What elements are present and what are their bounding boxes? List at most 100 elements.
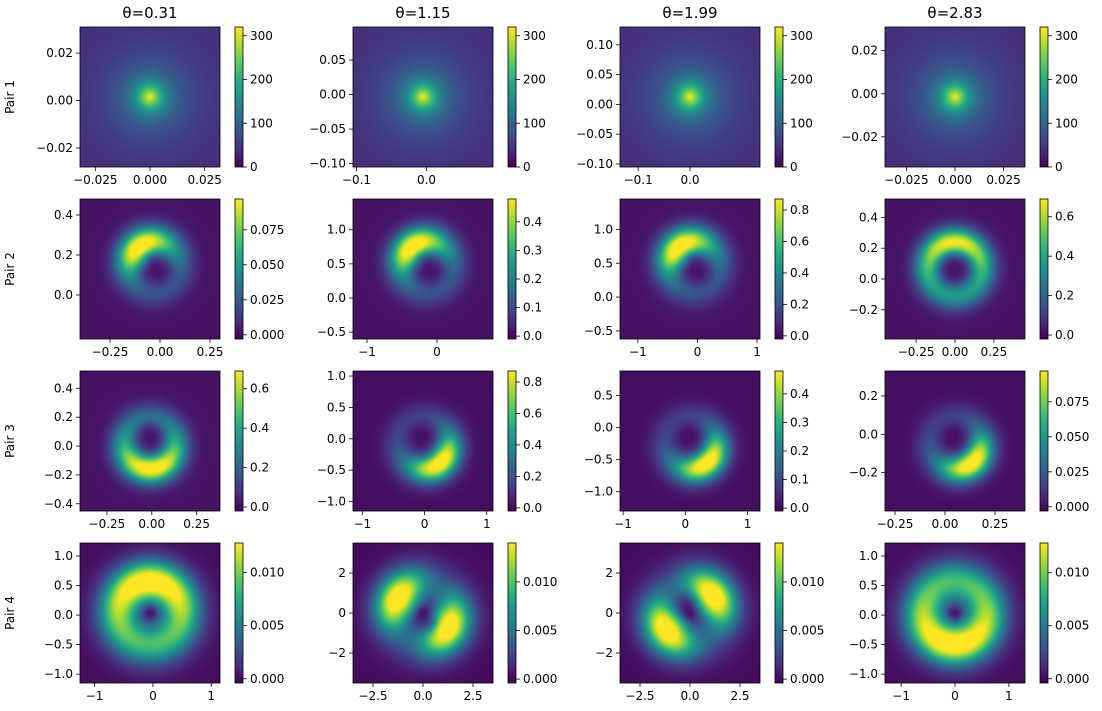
column-title: θ=1.99 [662,4,717,22]
axes-frame [79,370,221,512]
x-tick-label: −0.1 [342,173,371,187]
colorbar-tick-label: 0 [790,160,798,174]
y-tick-label: 0.5 [594,256,613,270]
x-tick-label: −0.025 [884,173,928,187]
heatmap-image [80,27,220,167]
colorbar-tick-label: 100 [790,116,813,130]
column-title: θ=1.15 [395,4,450,22]
x-tick-label: 0.0 [680,173,699,187]
y-tick-label: 0.0 [327,291,346,305]
y-tick-label: 2 [605,566,613,580]
colorbar-tick-label: 0.050 [250,258,284,272]
colorbar-tick-label: 0.8 [790,203,809,217]
x-tick-label: 0.25 [981,345,1008,359]
y-tick-label: 0.0 [594,290,613,304]
heatmap-panel: −1 0 1 −1.0 −0.5 0.0 0.5 1.0 0.000 0.005 0.010 [44,542,284,703]
x-tick-label: −1 [353,517,371,531]
y-tick-label: 0.0 [859,272,878,286]
y-tick-label: 0.05 [586,68,613,82]
colorbar-tick-label: 0.3 [790,415,809,429]
y-tick-label: 0.00 [319,88,346,102]
x-tick-label: 0.00 [942,345,969,359]
y-tick-label: −0.5 [317,325,346,339]
x-tick-label: −1 [358,345,376,359]
y-tick-label: 0.0 [594,421,613,435]
colorbar-tick-label: 200 [250,73,273,87]
colorbar [234,542,244,684]
x-tick-label: 0.0 [413,689,432,703]
x-tick-label: 0.00 [147,345,174,359]
axes-frame [352,26,494,168]
colorbar [1039,542,1049,684]
y-tick-label: −0.2 [44,468,73,482]
y-tick-label: −0.02 [841,130,878,144]
y-tick-label: 0 [338,606,346,620]
colorbar [774,26,784,168]
y-tick-label: −1.0 [849,667,878,681]
x-tick-label: 1 [1005,689,1013,703]
y-tick-label: 0.5 [594,388,613,402]
x-tick-label: 0.0 [417,173,436,187]
colorbar-tick-label: 0.000 [1055,500,1089,514]
colorbar-tick-label: 0.025 [250,293,284,307]
x-tick-label: 0 [694,345,702,359]
colorbar-tick-label: 0.0 [790,329,809,343]
x-tick-label: −0.25 [877,517,914,531]
x-tick-label: 0.25 [197,345,224,359]
x-tick-label: 0.000 [938,173,972,187]
colorbar [507,198,517,340]
colorbar-tick-label: 0.0 [1055,328,1074,342]
colorbar-tick-label: 0.4 [790,266,809,280]
y-tick-label: −1.0 [44,667,73,681]
y-tick-label: 0.2 [859,241,878,255]
heatmap-panel: −1 0 −0.5 0.0 0.5 1.0 0.0 0.1 0.2 0.3 0.4 [317,198,542,359]
y-tick-label: 0.5 [859,579,878,593]
y-tick-label: 0.00 [46,94,73,108]
colorbar [774,370,784,512]
y-tick-label: 1.0 [594,222,613,236]
x-tick-label: 1 [207,689,215,703]
x-tick-label: −1 [892,689,910,703]
x-tick-label: 0 [433,345,441,359]
y-tick-label: −0.2 [849,303,878,317]
colorbar-tick-label: 0.010 [1055,566,1089,580]
y-tick-label: −1.0 [584,485,613,499]
colorbar [234,26,244,168]
column-title: θ=0.31 [122,4,177,22]
y-tick-label: −2 [328,646,346,660]
colorbar-tick-label: 0.000 [1055,672,1089,686]
y-tick-label: 0.4 [54,381,73,395]
heatmap-image [353,27,493,167]
y-tick-label: 0.02 [851,44,878,58]
y-tick-label: −2 [595,646,613,660]
heatmap-panel: −1 0 1 −1.0 −0.5 0.0 0.5 0.0 0.1 0.2 0.3 0.4 [584,370,809,531]
heatmap-image [885,371,1025,511]
y-tick-label: 0.00 [851,87,878,101]
row-label: Pair 4 [3,596,17,630]
colorbar [1039,370,1049,512]
y-tick-label: 0.00 [586,97,613,111]
colorbar-tick-label: 0.2 [523,469,542,483]
heatmap-panel: −1 0 1 −1.0 −0.5 0.0 0.5 1.0 0.000 0.005 0.010 [849,542,1089,703]
x-tick-label: 0.0 [680,689,699,703]
colorbar-tick-label: 0.010 [523,575,557,589]
x-tick-label: 0.00 [138,517,165,531]
y-tick-label: 1.0 [54,549,73,563]
y-tick-label: 0.2 [859,389,878,403]
y-tick-label: 0.0 [859,608,878,622]
colorbar [234,370,244,512]
colorbar-tick-label: 0.000 [523,672,557,686]
y-tick-label: 0.4 [54,208,73,222]
y-tick-label: −0.10 [309,157,346,171]
colorbar-tick-label: 0 [523,160,531,174]
colorbar-tick-label: 0.0 [790,501,809,515]
y-tick-label: 0.2 [54,248,73,262]
colorbar-tick-label: 0.005 [250,619,284,633]
colorbar-tick-label: 0.1 [523,301,542,315]
heatmap-panel: −0.25 0.00 0.25 0.0 0.2 0.4 0.000 0.025 0.050 0.0… [54,198,284,359]
y-tick-label: 0.5 [54,579,73,593]
heatmap-image [80,199,220,339]
colorbar-tick-label: 0.000 [250,328,284,342]
colorbar-tick-label: 0 [250,160,258,174]
heatmap-image [620,27,760,167]
